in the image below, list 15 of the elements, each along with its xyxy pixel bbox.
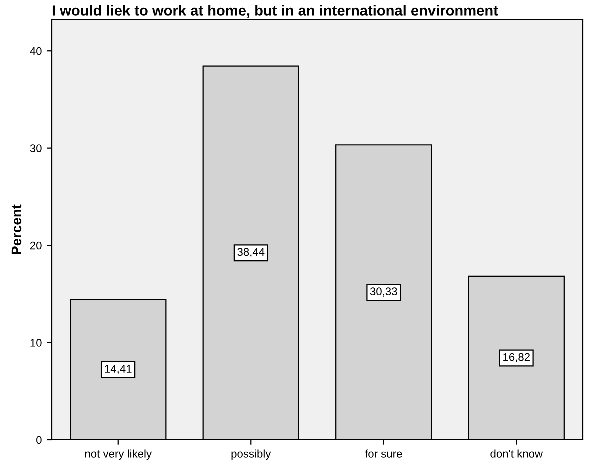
data-label: 30,33 (370, 288, 398, 297)
x-tick-label: don't know (490, 450, 544, 458)
data-label: 38,44 (238, 248, 265, 258)
y-tick-label: 0 (36, 436, 42, 444)
x-tick-label: not very likely (85, 450, 152, 460)
y-tick-label: 40 (30, 47, 42, 56)
y-tick-label: 10 (30, 339, 42, 347)
y-tick-label: 20 (30, 242, 42, 250)
data-label: 16,82 (504, 353, 530, 363)
chart-title: I would liek to work at home, but in an international environment (52, 5, 498, 18)
x-tick-label: possibly (232, 450, 272, 460)
data-label: 14,41 (105, 365, 132, 374)
y-tick-label: 30 (30, 144, 42, 152)
x-tick-label: for sure (365, 450, 402, 458)
y-axis-title: Percent (12, 204, 22, 255)
